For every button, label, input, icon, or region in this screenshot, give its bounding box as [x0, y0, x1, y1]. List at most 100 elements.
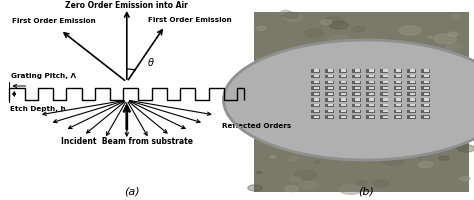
Bar: [341, 81, 346, 83]
Bar: [421, 115, 430, 119]
Bar: [421, 92, 430, 96]
Bar: [328, 98, 333, 101]
Bar: [410, 104, 415, 106]
Bar: [314, 75, 319, 77]
Text: First Order Emission: First Order Emission: [148, 17, 232, 23]
Circle shape: [412, 114, 421, 117]
Circle shape: [311, 130, 330, 137]
Bar: [396, 110, 401, 112]
Bar: [325, 86, 334, 90]
Bar: [325, 69, 334, 73]
Bar: [410, 98, 415, 101]
Bar: [383, 116, 388, 118]
Bar: [408, 115, 416, 119]
Bar: [383, 75, 388, 77]
Text: Grating Pitch, Λ: Grating Pitch, Λ: [11, 73, 76, 79]
Bar: [396, 98, 401, 101]
Bar: [339, 75, 347, 78]
Circle shape: [267, 78, 279, 83]
Bar: [421, 81, 430, 84]
Bar: [366, 86, 375, 90]
Bar: [339, 86, 347, 90]
Bar: [369, 110, 374, 112]
Bar: [424, 116, 429, 118]
Bar: [408, 110, 416, 113]
Text: Zero Order Emission into Air: Zero Order Emission into Air: [65, 1, 188, 10]
Circle shape: [328, 35, 350, 45]
Bar: [394, 75, 402, 78]
Bar: [314, 104, 319, 106]
Bar: [380, 86, 389, 90]
Bar: [328, 75, 333, 77]
Circle shape: [248, 185, 263, 191]
Circle shape: [418, 155, 422, 157]
Bar: [369, 104, 374, 106]
Bar: [383, 87, 388, 89]
Bar: [355, 116, 360, 118]
Circle shape: [295, 99, 311, 105]
Bar: [339, 115, 347, 119]
Bar: [353, 86, 361, 90]
Text: First Order Emission: First Order Emission: [12, 18, 96, 24]
Bar: [341, 93, 346, 95]
Bar: [328, 110, 333, 112]
Circle shape: [323, 138, 338, 145]
Circle shape: [307, 88, 319, 94]
Bar: [311, 81, 320, 84]
Bar: [328, 69, 333, 72]
Bar: [394, 98, 402, 102]
Circle shape: [434, 34, 456, 44]
Circle shape: [364, 64, 381, 71]
Bar: [394, 104, 402, 107]
Circle shape: [298, 114, 317, 122]
Circle shape: [443, 97, 458, 103]
Bar: [396, 75, 401, 77]
Bar: [325, 75, 334, 78]
Bar: [410, 87, 415, 89]
Bar: [421, 104, 430, 107]
Circle shape: [339, 185, 362, 194]
Bar: [366, 104, 375, 107]
Bar: [408, 98, 416, 102]
Circle shape: [346, 150, 358, 155]
Circle shape: [313, 91, 327, 97]
Bar: [424, 69, 429, 72]
Bar: [410, 69, 415, 72]
Circle shape: [433, 133, 441, 137]
Bar: [408, 104, 416, 107]
Circle shape: [254, 82, 271, 89]
Bar: [339, 81, 347, 84]
Bar: [383, 69, 388, 72]
Bar: [383, 93, 388, 95]
Circle shape: [431, 80, 449, 88]
Circle shape: [224, 40, 474, 160]
Circle shape: [425, 66, 444, 74]
Circle shape: [284, 13, 303, 22]
Bar: [353, 110, 361, 113]
Bar: [353, 81, 361, 84]
Circle shape: [299, 143, 322, 153]
Bar: [325, 98, 334, 102]
Bar: [408, 81, 416, 84]
Circle shape: [281, 10, 291, 14]
Circle shape: [360, 101, 378, 109]
Bar: [396, 69, 401, 72]
Bar: [355, 75, 360, 77]
Circle shape: [448, 32, 458, 36]
Bar: [408, 92, 416, 96]
Bar: [394, 92, 402, 96]
Bar: [353, 92, 361, 96]
Circle shape: [323, 144, 343, 153]
Bar: [328, 116, 333, 118]
Bar: [311, 110, 320, 113]
Bar: [394, 110, 402, 113]
Bar: [394, 69, 402, 73]
Circle shape: [285, 65, 297, 70]
Bar: [369, 98, 374, 101]
Bar: [328, 81, 333, 83]
Circle shape: [451, 15, 461, 19]
Bar: [383, 110, 388, 112]
Bar: [341, 75, 346, 77]
Circle shape: [295, 171, 317, 180]
Circle shape: [371, 118, 377, 121]
